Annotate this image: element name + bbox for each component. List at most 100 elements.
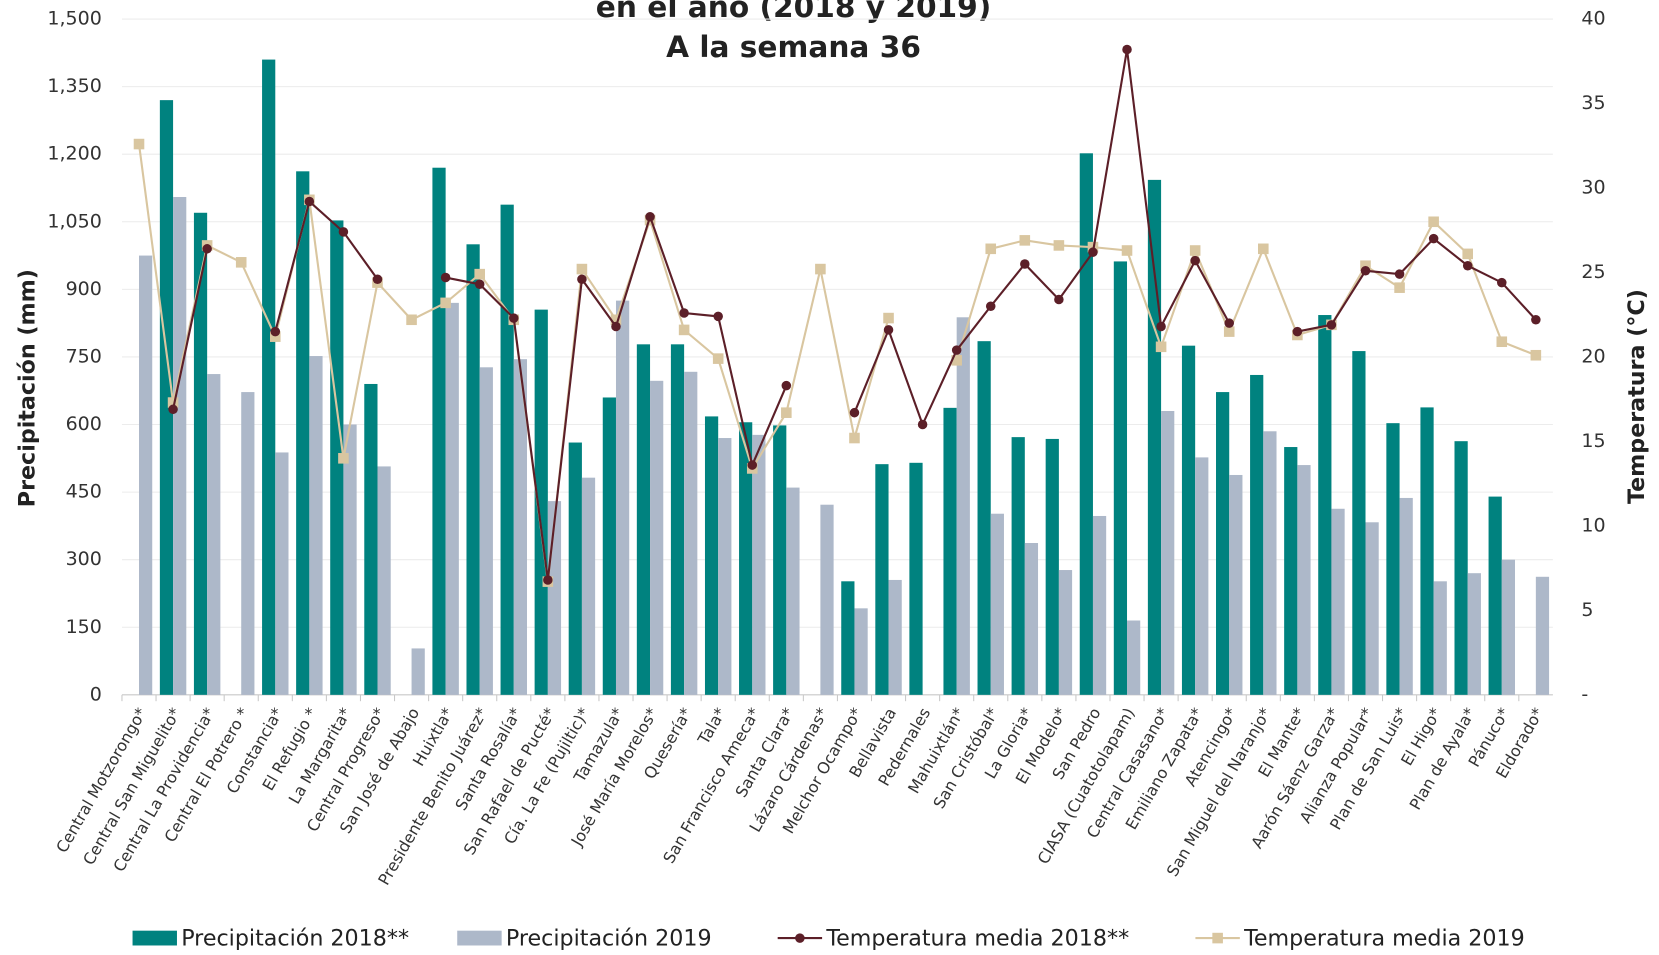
legend-label: Precipitación 2018**: [181, 926, 409, 952]
bar: [990, 513, 1004, 695]
bar: [1079, 153, 1093, 695]
y-tick-label: 1,200: [47, 143, 101, 165]
marker: [678, 324, 690, 336]
bar: [466, 244, 480, 695]
legend-swatch: [132, 930, 177, 946]
bar: [1467, 573, 1481, 695]
marker: [338, 227, 349, 237]
y2-tick-label: 20: [1581, 345, 1605, 367]
bar: [262, 59, 276, 695]
marker: [781, 380, 792, 391]
y-tick-label: 1,350: [47, 75, 101, 97]
marker: [1462, 260, 1473, 271]
marker: [1190, 255, 1200, 266]
bar: [139, 255, 153, 695]
y2-tick-label: 25: [1581, 261, 1605, 283]
bar: [1318, 315, 1332, 695]
y2-tick-label: 5: [1581, 599, 1593, 621]
bar: [1127, 620, 1141, 695]
marker: [372, 274, 383, 284]
marker: [815, 263, 826, 275]
bar: [1284, 447, 1298, 695]
marker: [440, 272, 451, 283]
bar: [343, 424, 357, 695]
bar: [330, 220, 344, 695]
marker: [1292, 326, 1303, 337]
bar: [773, 425, 787, 695]
bar: [1454, 441, 1468, 695]
bar: [500, 204, 514, 695]
marker: [202, 244, 212, 254]
marker: [1189, 245, 1201, 256]
legend-swatch: [795, 933, 805, 943]
bar: [943, 407, 957, 695]
marker: [1020, 259, 1030, 269]
marker: [1360, 266, 1371, 276]
y-tick-label: 450: [66, 481, 102, 503]
chart-subtitle: A la semana 36: [666, 30, 921, 64]
marker: [235, 257, 247, 268]
bar: [841, 581, 855, 695]
bar: [513, 359, 527, 695]
legend-label: Precipitación 2019: [506, 926, 712, 952]
legend-swatch: [1212, 932, 1223, 944]
marker: [270, 326, 281, 337]
bar: [1011, 437, 1025, 695]
bar: [684, 371, 698, 695]
bar: [1352, 351, 1366, 695]
bar: [718, 438, 732, 695]
marker: [474, 279, 485, 290]
marker: [1462, 248, 1474, 260]
bar: [752, 434, 766, 695]
legend-label: Temperatura media 2018**: [825, 926, 1129, 952]
bar: [1181, 345, 1196, 695]
marker: [1326, 320, 1337, 330]
marker: [1121, 245, 1133, 256]
bar: [193, 212, 208, 695]
marker: [951, 355, 962, 366]
bar: [1024, 543, 1039, 695]
bar: [888, 579, 902, 695]
bar: [275, 452, 289, 695]
y-tick-label: 750: [66, 345, 102, 367]
bar: [1365, 522, 1379, 695]
marker: [1088, 247, 1098, 257]
bar: [534, 309, 548, 695]
bar: [854, 608, 868, 695]
bar: [377, 466, 391, 695]
bar: [568, 442, 582, 695]
bar: [207, 374, 221, 695]
y2-tick-label: 30: [1581, 176, 1605, 198]
marker: [712, 353, 724, 364]
y2-tick-label: 40: [1581, 8, 1605, 30]
y-tick-label: 1,500: [47, 8, 101, 30]
marker: [167, 397, 179, 408]
bar: [1250, 374, 1264, 695]
bar: [636, 344, 651, 695]
marker: [1223, 326, 1235, 337]
bar: [1297, 465, 1311, 695]
bar: [1058, 570, 1073, 695]
marker: [1496, 336, 1508, 348]
bar: [1045, 438, 1059, 695]
marker: [440, 297, 451, 309]
chart-title: en el año (2018 y 2019): [596, 0, 992, 24]
marker: [985, 301, 996, 312]
marker: [1019, 235, 1031, 246]
bar: [309, 356, 323, 695]
y2-tick-label: 35: [1581, 92, 1605, 114]
marker: [509, 313, 519, 323]
marker: [1360, 260, 1371, 271]
marker: [1530, 349, 1542, 361]
marker: [1156, 321, 1166, 332]
marker: [406, 314, 417, 326]
marker: [985, 243, 997, 255]
marker: [338, 453, 349, 464]
marker: [577, 274, 587, 284]
marker: [474, 268, 485, 280]
bar: [1433, 581, 1447, 695]
bar: [615, 300, 630, 695]
y2-axis-title: Temperatura (°C): [1624, 289, 1650, 504]
bar: [1331, 508, 1345, 695]
